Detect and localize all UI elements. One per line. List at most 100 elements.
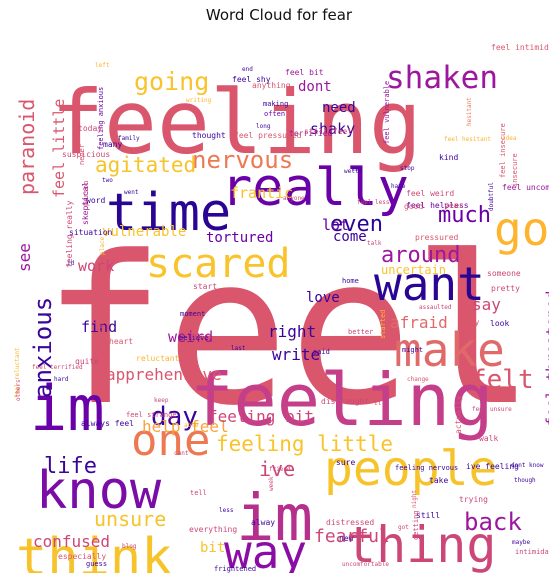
word-cant: cant — [174, 450, 189, 457]
word-know: know — [36, 461, 162, 521]
word-may: may — [352, 166, 363, 173]
word-feeling-really: feeling really — [65, 200, 74, 268]
word-today: today — [78, 124, 102, 133]
word-feel-strange: feel strange — [126, 411, 177, 419]
word-feel-bit: feel bit — [285, 68, 324, 77]
word-going: going — [134, 67, 209, 96]
word-feel-weird: feel weird — [406, 189, 454, 198]
word-say: say — [472, 295, 501, 314]
word-everything: everything — [189, 525, 237, 534]
word-ill: ill — [374, 400, 385, 407]
word-writing: writing — [186, 97, 212, 104]
word-work: work — [78, 257, 114, 275]
word-really: really — [221, 158, 409, 218]
word-afraid: afraid — [390, 313, 448, 332]
word-walk: walk — [479, 434, 498, 443]
word-family: family — [118, 135, 140, 142]
word-thing: thing — [346, 516, 497, 573]
word-need: need — [322, 100, 356, 116]
word-something: something — [302, 572, 443, 573]
word-better: better — [348, 328, 373, 336]
word-anything: anything — [252, 81, 291, 90]
word-shaky: shaky — [310, 120, 355, 138]
word-left: left — [95, 62, 110, 69]
word-much: much — [438, 203, 491, 228]
word-feel-uncomfortable: feel uncomfortable — [502, 183, 549, 192]
word-year: year — [444, 201, 463, 210]
word-shaken: shaken — [386, 60, 498, 96]
word-well: well — [344, 168, 359, 175]
word-idea: idea — [502, 135, 517, 142]
word-making: making — [263, 100, 288, 108]
word-confused: confused — [33, 532, 110, 551]
word-feeling: feeling — [51, 71, 422, 174]
word-many: many — [103, 140, 122, 149]
word-stop: stop — [400, 165, 415, 172]
word-away: away — [460, 318, 479, 327]
word-new: new — [339, 534, 354, 543]
word-one: one — [131, 415, 210, 466]
word-good: good — [404, 202, 423, 211]
word-assaulted: assaulted — [419, 304, 452, 311]
word-time: time — [106, 183, 231, 243]
word-sure: sure — [336, 458, 355, 467]
word-feel-hesitant: feel hesitant — [444, 136, 491, 143]
word-dont-know: dont know — [511, 462, 544, 469]
word-feeling-little: feeling little — [216, 432, 393, 456]
word-weird: weird — [168, 328, 213, 346]
word-back: back — [464, 508, 522, 536]
word-feel-threatened: feel threatened — [543, 291, 549, 426]
word-guess: guess — [86, 560, 107, 568]
word-quite: quite — [75, 357, 99, 366]
word-hesitant: hesitant — [466, 97, 473, 126]
word-think: think — [16, 528, 173, 573]
word-believe: believe — [179, 334, 209, 342]
word-hard: hard — [54, 376, 69, 383]
word-agitated: agitated — [95, 153, 196, 177]
word-able: able — [184, 422, 199, 429]
word-look: look — [490, 319, 509, 328]
word-write: write — [272, 345, 320, 364]
word-lot: lot — [322, 216, 349, 234]
word-feel-vulnerable: feel vulnerable — [383, 81, 391, 144]
word-tell: tell — [190, 489, 207, 497]
word-ive: ive — [259, 457, 295, 481]
word-feel-intimidated: feel intimidated — [491, 43, 549, 52]
word-week: week — [268, 476, 275, 491]
word-im: im — [30, 372, 105, 445]
word-anyone: anyone — [283, 195, 305, 202]
word-dont: dont — [298, 79, 332, 95]
word-apprehensive: apprehensive — [106, 365, 222, 384]
word-friend: friend — [269, 466, 291, 473]
word-felt: felt — [471, 365, 534, 395]
word-two: two — [102, 177, 113, 184]
word-kind: kind — [439, 153, 458, 162]
word-want: want — [374, 257, 485, 311]
word-last: last — [231, 345, 246, 352]
word-paranoid: paranoid — [15, 99, 39, 195]
word-suspicious: suspicious — [62, 150, 110, 159]
word-though: though — [514, 477, 536, 484]
word-still: still — [416, 511, 440, 520]
word-pretty: pretty — [491, 284, 520, 293]
word-im: im — [236, 482, 313, 556]
word-feel-afraid: feel afraid — [98, 287, 106, 333]
word-place: place — [99, 237, 106, 255]
word-frantic: frantic — [230, 184, 293, 202]
word-take: take — [429, 476, 448, 485]
word-keep: keep — [154, 397, 169, 404]
word-frightened: frightened — [214, 565, 256, 573]
word-alway: alway — [251, 518, 275, 527]
word-feel-insecure: feel insecure — [499, 123, 507, 178]
word-less: less — [219, 507, 234, 514]
word-day: day — [151, 402, 198, 432]
word-unsure: unsure — [94, 507, 166, 531]
word-getting: getting — [412, 510, 420, 540]
word-maybe: maybe — [512, 539, 530, 546]
word-blog: blog — [122, 543, 137, 550]
word-pressured: pressured — [415, 233, 459, 242]
word-people: people — [324, 441, 497, 497]
word-tortured: tortured — [206, 230, 273, 246]
word-feel-little: feel little — [50, 99, 68, 198]
word-reason: reason — [190, 333, 212, 340]
